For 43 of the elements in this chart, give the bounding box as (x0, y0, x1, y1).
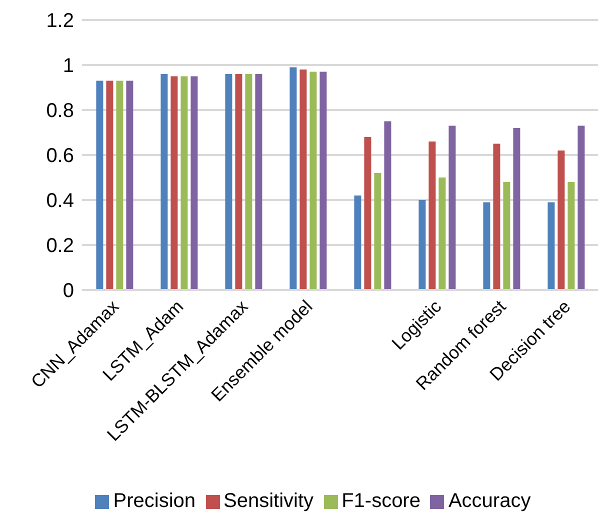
bar (503, 182, 510, 290)
y-tick-label: 1.2 (46, 10, 74, 32)
bar (180, 76, 188, 290)
bar (106, 80, 114, 290)
bar (374, 173, 382, 290)
legend-label: F1-score (342, 490, 420, 512)
bar (255, 74, 262, 290)
bar (225, 74, 232, 290)
legend-label: Sensitivity (224, 490, 314, 512)
legend-label: Precision (113, 490, 196, 512)
bar (438, 178, 446, 290)
bar (568, 182, 575, 290)
bar (300, 70, 307, 290)
bar (160, 74, 168, 290)
y-tick-label: 0.6 (46, 145, 74, 168)
legend-label: Accuracy (448, 490, 531, 512)
bar (116, 80, 124, 290)
bar (384, 121, 392, 290)
bar (428, 142, 436, 290)
bar (418, 200, 426, 290)
y-tick-label: 0.4 (46, 190, 74, 212)
y-tick-label: 0 (62, 280, 74, 302)
bar (493, 144, 500, 290)
bar (190, 76, 198, 290)
bar (483, 202, 490, 290)
bar (310, 72, 317, 290)
y-tick-label: 0.8 (46, 100, 74, 122)
bar (96, 80, 104, 290)
bar (320, 72, 327, 290)
y-tick-label: 1 (62, 55, 74, 78)
bar (126, 80, 134, 290)
bar (235, 74, 242, 290)
y-tick-label: 0.2 (46, 235, 74, 258)
bar (548, 202, 555, 290)
bar (245, 74, 252, 290)
bar (170, 76, 178, 290)
bar (290, 67, 297, 290)
bar (448, 126, 456, 290)
bar (558, 150, 565, 290)
bar (513, 128, 520, 290)
bar (578, 126, 585, 290)
bar (364, 137, 372, 290)
bar (354, 196, 362, 290)
